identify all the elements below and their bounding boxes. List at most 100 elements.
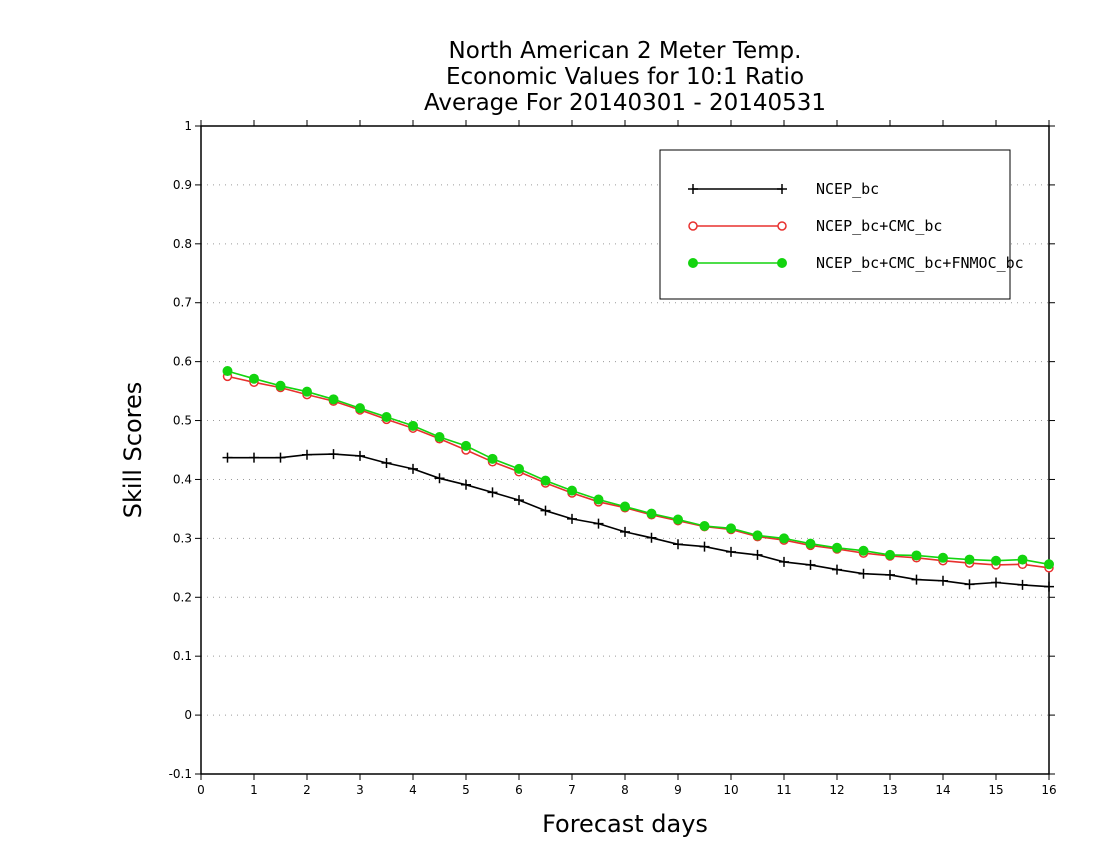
x-tick-label: 12 — [829, 783, 844, 797]
data-point — [1017, 554, 1028, 565]
data-point — [275, 380, 286, 391]
x-tick-label: 4 — [409, 783, 417, 797]
y-tick-label: -0.1 — [169, 767, 192, 781]
data-point — [1017, 579, 1028, 590]
data-point — [699, 520, 710, 531]
legend-marker — [777, 184, 787, 194]
x-tick-label: 5 — [462, 783, 470, 797]
y-tick-label: 0.2 — [173, 590, 192, 604]
data-point — [805, 559, 816, 570]
data-point — [302, 449, 312, 460]
data-point — [991, 577, 1001, 588]
data-point — [434, 473, 445, 484]
series-layer — [222, 366, 1054, 592]
data-point — [885, 569, 895, 580]
x-tick-label: 6 — [515, 783, 523, 797]
data-point — [673, 514, 683, 525]
data-point — [752, 549, 763, 560]
legend-marker — [777, 221, 787, 231]
data-point — [328, 449, 339, 460]
data-point — [249, 452, 259, 463]
legend-item-ncep-bc-cmc-bc-fnmoc-bc: NCEP_bc+CMC_bc+FNMOC_bc — [688, 254, 1024, 272]
data-point — [911, 550, 922, 561]
x-tick-label: 2 — [303, 783, 311, 797]
data-point — [567, 513, 577, 524]
x-tick-label: 16 — [1041, 783, 1056, 797]
data-point — [275, 452, 286, 463]
x-axis-ticks: 0 1 2 3 4 5 6 7 8 9 10 11 12 13 14 15 16 — [197, 120, 1057, 797]
x-tick-label: 1 — [250, 783, 258, 797]
legend-label: NCEP_bc — [816, 180, 879, 198]
data-point — [779, 556, 789, 567]
data-point — [593, 494, 604, 505]
x-tick-label: 9 — [674, 783, 682, 797]
data-point — [381, 457, 392, 468]
series-ncep-bc-cmc-bc-fnmoc-bc — [222, 366, 1054, 570]
data-point — [726, 546, 736, 557]
legend: NCEP_bc NCEP_bc+CMC_bc NCEP_bc+CMC_bc+FNMO… — [659, 149, 1024, 300]
x-tick-label: 0 — [197, 783, 205, 797]
legend-marker — [688, 184, 698, 194]
data-point — [461, 440, 471, 451]
legend-label: NCEP_bc+CMC_bc — [816, 217, 942, 235]
y-tick-label: 0.1 — [173, 649, 192, 663]
data-point — [540, 505, 551, 516]
data-point — [434, 432, 445, 443]
data-point — [832, 564, 842, 575]
data-point — [620, 501, 630, 512]
data-point — [726, 523, 736, 534]
y-tick-label: 0.3 — [173, 531, 192, 545]
x-tick-label: 14 — [935, 783, 950, 797]
x-tick-label: 15 — [988, 783, 1003, 797]
y-axis-label: Skill Scores — [119, 382, 147, 519]
x-tick-label: 8 — [621, 783, 629, 797]
data-point — [779, 533, 789, 544]
data-point — [752, 530, 763, 541]
y-tick-label: 0.8 — [173, 237, 192, 251]
data-point — [1044, 559, 1054, 570]
chart-title-line-3: Average For 20140301 - 20140531 — [424, 90, 826, 116]
data-point — [646, 532, 657, 543]
data-point — [699, 541, 710, 552]
data-point — [911, 574, 922, 585]
x-tick-label: 3 — [356, 783, 364, 797]
chart-title-line-1: North American 2 Meter Temp. — [449, 38, 802, 64]
x-tick-label: 7 — [568, 783, 576, 797]
legend-box — [659, 149, 1011, 300]
x-tick-label: 11 — [776, 783, 791, 797]
data-point — [858, 568, 869, 579]
legend-label: NCEP_bc+CMC_bc+FNMOC_bc — [816, 254, 1024, 272]
chart-title-line-2: Economic Values for 10:1 Ratio — [446, 64, 804, 90]
data-point — [885, 549, 895, 560]
data-point — [222, 452, 233, 463]
data-point — [938, 552, 948, 563]
data-point — [408, 463, 418, 474]
data-point — [858, 545, 869, 556]
legend-item-ncep-bc: NCEP_bc — [688, 180, 879, 198]
data-point — [514, 463, 524, 474]
series-ncep-bc — [222, 449, 1054, 592]
data-point — [832, 542, 842, 553]
data-point — [991, 555, 1001, 566]
data-point — [567, 485, 577, 496]
data-point — [487, 487, 498, 498]
data-point — [355, 450, 365, 461]
y-axis-ticks: -0.1 0 0.1 0.2 0.3 0.4 0.5 0.6 0.7 0.8 0.9 1 — [169, 119, 1055, 781]
y-tick-label: 0.5 — [173, 414, 192, 428]
data-point — [593, 518, 604, 529]
y-tick-label: 0.9 — [173, 178, 192, 192]
data-point — [964, 554, 975, 565]
data-point — [461, 479, 471, 490]
data-point — [805, 538, 816, 549]
y-tick-label: 1 — [184, 119, 192, 133]
x-tick-label: 13 — [882, 783, 897, 797]
data-point — [355, 403, 365, 414]
data-point — [302, 386, 312, 397]
legend-marker — [688, 221, 698, 231]
y-tick-label: 0.7 — [173, 296, 192, 310]
y-tick-label: 0.4 — [173, 472, 192, 486]
data-point — [514, 495, 524, 506]
x-axis-label: Forecast days — [542, 810, 708, 838]
data-point — [620, 526, 630, 537]
